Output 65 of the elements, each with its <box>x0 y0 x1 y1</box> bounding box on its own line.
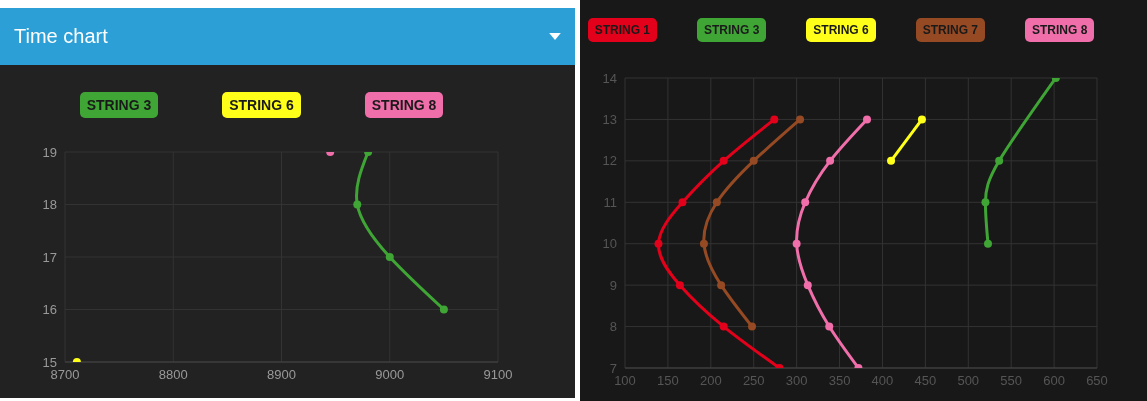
point <box>825 322 834 331</box>
point <box>803 281 812 290</box>
point <box>917 115 926 124</box>
x-tick-label: 550 <box>1000 373 1023 389</box>
point <box>719 322 728 331</box>
x-tick-label: 300 <box>785 373 808 389</box>
y-tick-label: 10 <box>602 236 617 252</box>
chart-title: Time chart <box>14 25 108 48</box>
y-tick-label: 14 <box>602 70 617 86</box>
y-tick-label: 11 <box>603 194 617 210</box>
point <box>984 239 993 248</box>
x-tick-label: 450 <box>914 373 937 389</box>
text: STRING 3 <box>696 18 767 42</box>
x-tick-label: 100 <box>614 373 636 389</box>
text: STRING 6 <box>806 18 876 42</box>
point <box>699 239 708 248</box>
x-tick-label: 250 <box>742 373 765 389</box>
text: STRING 8 <box>1025 18 1095 42</box>
point <box>792 239 801 248</box>
point <box>801 198 810 207</box>
x-tick-label: 8700 <box>50 367 80 383</box>
y-tick-label: 12 <box>602 153 617 169</box>
y-tick-label: 9 <box>609 277 617 293</box>
x-tick-label: 600 <box>1043 373 1065 389</box>
y-tick-label: 8 <box>609 319 617 335</box>
point <box>719 156 728 165</box>
point <box>995 156 1004 165</box>
point <box>439 305 448 314</box>
y-tick-label: 18 <box>42 197 57 213</box>
point <box>717 281 726 290</box>
text: STRING 6 <box>222 92 301 118</box>
point <box>678 198 687 207</box>
point <box>826 156 835 165</box>
x-tick-label: 400 <box>871 373 894 389</box>
y-tick-label: 19 <box>42 144 57 160</box>
text: STRING 3 <box>79 92 159 118</box>
point <box>749 156 758 165</box>
text: STRING 7 <box>915 18 986 42</box>
point <box>796 115 805 124</box>
x-tick-label: 8900 <box>267 367 296 383</box>
point <box>353 200 362 209</box>
y-tick-label: 13 <box>602 112 617 128</box>
x-tick-label: 650 <box>1086 373 1108 389</box>
point <box>887 156 896 165</box>
point <box>748 322 757 331</box>
point <box>712 198 721 207</box>
text: STRING 8 <box>364 92 444 118</box>
x-tick-label: 150 <box>657 373 679 389</box>
point <box>385 253 394 261</box>
point <box>863 115 872 124</box>
x-tick-label: 9000 <box>375 367 405 383</box>
x-tick-label: 200 <box>699 373 722 389</box>
point <box>981 198 990 207</box>
y-tick-label: 15 <box>42 354 57 370</box>
y-tick-label: 17 <box>42 249 57 265</box>
x-tick-label: 8800 <box>158 367 188 383</box>
point <box>675 281 684 290</box>
point <box>654 239 663 248</box>
x-tick-label: 500 <box>957 373 980 389</box>
text: STRING 1 <box>587 18 657 42</box>
x-tick-label: 9100 <box>483 367 513 383</box>
point <box>770 115 779 124</box>
y-tick-label: 7 <box>609 360 617 376</box>
x-tick-label: 350 <box>828 373 851 389</box>
y-tick-label: 16 <box>42 302 57 318</box>
